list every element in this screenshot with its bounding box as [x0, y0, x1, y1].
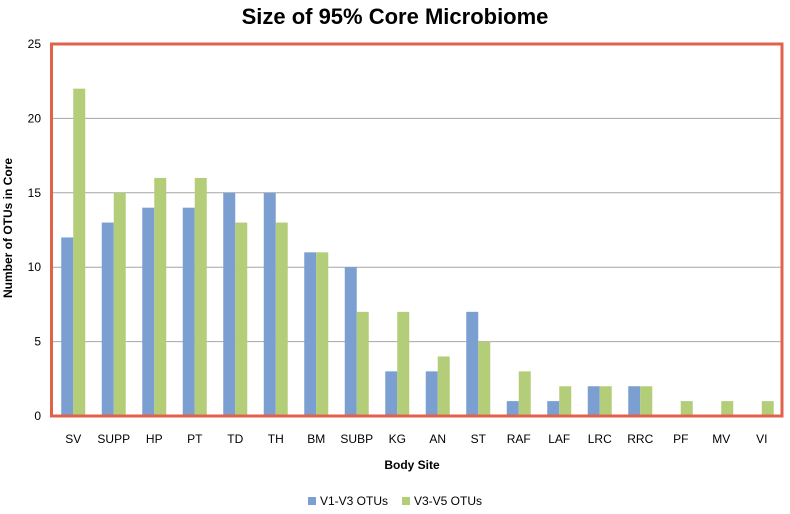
legend-label: V1-V3 OTUs [319, 494, 388, 508]
x-tick-label: RRC [627, 432, 653, 446]
bar-v3v5-td [235, 222, 248, 416]
bar-v1v3-th [263, 192, 276, 416]
bar-v3v5-mv [721, 401, 734, 416]
bar-v1v3-st [466, 311, 479, 416]
legend-item-v3v5: V3-V5 OTUs [402, 494, 482, 508]
bar-v3v5-lrc [599, 386, 612, 416]
bar-v3v5-kg [397, 311, 410, 416]
x-tick-label: PT [187, 432, 203, 446]
bars [61, 88, 774, 416]
bar-v3v5-supp [113, 192, 126, 416]
y-axis-label: Number of OTUs in Core [1, 158, 15, 298]
bar-v1v3-supp [101, 222, 114, 416]
y-tick-label: 15 [28, 186, 42, 200]
chart-title: Size of 95% Core Microbiome [241, 4, 549, 29]
bar-v1v3-subp [344, 267, 357, 416]
x-tick-label: VI [756, 432, 767, 446]
x-axis-label: Body Site [384, 458, 440, 472]
gridlines [53, 117, 782, 343]
x-tick-label: AN [429, 432, 446, 446]
x-tick-label: BM [307, 432, 325, 446]
legend-label: V3-V5 OTUs [414, 494, 483, 508]
bar-v3v5-raf [518, 371, 531, 416]
bar-v3v5-th [275, 222, 288, 416]
bar-v3v5-rrc [640, 386, 653, 416]
x-tick-label: PF [673, 432, 688, 446]
bar-v1v3-rrc [628, 386, 641, 416]
x-tick-label: RAF [507, 432, 531, 446]
bar-v3v5-an [437, 356, 450, 416]
bar-v3v5-bm [316, 252, 329, 416]
bar-v1v3-lrc [587, 386, 600, 416]
bar-v1v3-td [223, 192, 236, 416]
y-tick-label: 5 [34, 335, 41, 349]
x-tick-label: SUPP [97, 432, 130, 446]
x-tick-label: LAF [548, 432, 570, 446]
x-tick-label: SV [65, 432, 81, 446]
x-tick-label: TD [227, 432, 243, 446]
x-tick-label: LRC [588, 432, 612, 446]
legend: V1-V3 OTUs V3-V5 OTUs [0, 494, 790, 508]
bar-v3v5-laf [559, 386, 572, 416]
bar-v3v5-vi [761, 401, 774, 416]
legend-swatch [307, 497, 316, 505]
y-tick-labels: 0 5 10 15 20 25 [28, 37, 42, 423]
x-tick-label: HP [146, 432, 163, 446]
bar-v3v5-subp [356, 311, 369, 416]
bar-v3v5-pt [194, 177, 207, 416]
x-tick-label: TH [268, 432, 284, 446]
y-tick-label: 20 [28, 111, 42, 125]
bar-v3v5-pf [680, 401, 693, 416]
bar-v1v3-hp [142, 207, 155, 416]
legend-swatch [402, 497, 410, 505]
x-tick-label: SUBP [340, 432, 373, 446]
bar-v1v3-pt [182, 207, 195, 416]
bar-v1v3-laf [547, 401, 560, 416]
bar-v1v3-bm [304, 252, 317, 416]
y-tick-label: 0 [34, 409, 41, 423]
bar-v1v3-kg [385, 371, 398, 416]
x-tick-label: ST [471, 432, 487, 446]
bar-v1v3-an [425, 371, 438, 416]
y-tick-label: 25 [28, 37, 42, 51]
bar-v3v5-hp [154, 177, 167, 416]
bar-v1v3-raf [506, 401, 519, 416]
bar-v3v5-st [478, 341, 491, 416]
bar-v1v3-sv [61, 237, 74, 416]
x-tick-labels: SV SUPP HP PT TD TH BM SUBP KG AN ST RAF LAF LRC RRC PF… [65, 432, 767, 446]
bar-v3v5-sv [73, 88, 86, 416]
x-tick-label: KG [389, 432, 406, 446]
x-tick-label: MV [712, 432, 730, 446]
legend-item-v1v3: V1-V3 OTUs [307, 494, 388, 508]
y-tick-label: 10 [28, 260, 42, 274]
plot-border [50, 42, 784, 418]
